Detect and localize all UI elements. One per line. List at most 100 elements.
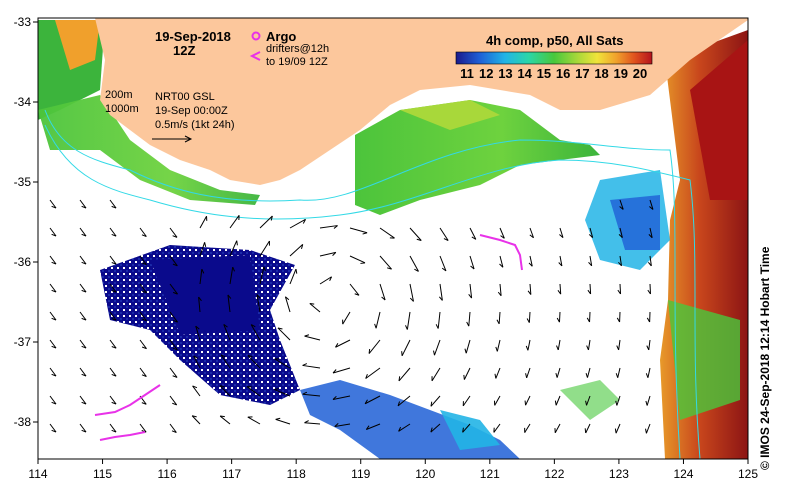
current-vector-head	[219, 385, 225, 388]
current-vector	[499, 255, 504, 268]
current-vector-head	[192, 385, 198, 389]
current-vector	[379, 227, 395, 239]
product-line3: 0.5m/s (1kt 24h)	[155, 119, 234, 131]
current-vector-head	[615, 373, 619, 378]
current-vector-head	[332, 395, 337, 400]
current-vector-head	[236, 240, 238, 246]
current-vector-head	[619, 206, 624, 210]
current-vector	[199, 269, 203, 285]
current-vector	[199, 242, 206, 257]
argo-label: Argo	[266, 29, 296, 44]
argo-marker-icon	[251, 31, 261, 41]
current-vector	[219, 385, 231, 397]
current-vector	[227, 294, 231, 313]
current-vector	[139, 311, 148, 322]
current-vector	[462, 423, 471, 433]
current-vector-head	[398, 376, 401, 382]
current-vector	[169, 311, 178, 323]
current-vector	[529, 255, 533, 267]
current-vector-head	[172, 235, 178, 238]
current-vector	[139, 423, 147, 433]
current-vector	[302, 364, 321, 369]
current-vector-head	[173, 319, 178, 323]
current-vector	[109, 227, 117, 237]
current-vector-head	[495, 346, 498, 352]
current-vector-head	[470, 265, 475, 270]
current-vector-head	[618, 261, 622, 267]
current-vector	[349, 227, 368, 234]
current-vector	[648, 339, 651, 350]
current-vector	[589, 255, 593, 266]
current-vector-head	[172, 375, 178, 378]
current-vector-head	[111, 401, 117, 405]
current-vector	[274, 388, 291, 397]
current-vector	[332, 367, 351, 374]
drifter-arrow-icon	[249, 51, 261, 61]
current-vector-head	[333, 225, 338, 229]
y-tick-label: -37	[14, 335, 32, 349]
colorbar-tick-label: 16	[556, 66, 570, 81]
x-tick-label: 123	[609, 467, 629, 481]
x-tick-label: 118	[287, 467, 306, 481]
current-vector	[645, 423, 651, 434]
current-vector	[439, 227, 449, 241]
current-vector	[430, 395, 441, 407]
current-vector-head	[430, 427, 433, 433]
current-vector-head	[81, 401, 87, 405]
current-vector	[619, 227, 623, 238]
current-vector	[365, 367, 381, 379]
current-vector	[49, 367, 57, 377]
current-vector	[496, 339, 501, 352]
current-vector	[79, 255, 87, 265]
current-vector-head	[250, 324, 256, 328]
current-vector-head	[526, 318, 530, 323]
current-vector-head	[111, 262, 117, 265]
colorbar-tick-label: 17	[575, 66, 589, 81]
current-vector-head	[51, 261, 57, 265]
current-vector-head	[585, 373, 588, 378]
current-vector	[401, 339, 411, 357]
current-vector	[406, 311, 411, 330]
current-vector	[556, 367, 561, 378]
colorbar-title: 4h comp, p50, All Sats	[486, 33, 624, 48]
current-vector	[379, 283, 386, 301]
current-vector-head	[232, 266, 235, 272]
current-vector-head	[364, 399, 368, 405]
current-vector	[465, 339, 471, 354]
current-vector	[49, 255, 57, 265]
current-vector-head	[172, 291, 178, 295]
x-tick-label: 124	[673, 467, 693, 481]
current-vector-head	[471, 236, 477, 240]
current-vector-head	[198, 296, 202, 302]
colorbar-tick-label: 15	[537, 66, 551, 81]
current-vector-head	[172, 402, 177, 406]
current-vector-head	[220, 354, 226, 358]
current-vector	[409, 255, 419, 272]
current-vector	[586, 367, 591, 378]
current-vector-head	[51, 233, 57, 237]
current-vector	[247, 416, 261, 425]
current-vector-head	[220, 415, 225, 418]
current-vector	[332, 395, 351, 401]
current-vector-head	[295, 268, 298, 274]
current-vector	[525, 395, 531, 406]
y-axis: -33 -34 -35 -36 -37 -38	[14, 15, 38, 429]
current-vector	[586, 395, 591, 406]
current-vector-head	[365, 425, 370, 430]
current-vector-head	[646, 345, 650, 351]
current-vector	[79, 367, 87, 377]
current-vector	[302, 393, 321, 397]
current-vector	[195, 325, 201, 341]
current-vector	[193, 355, 201, 369]
current-vector	[250, 324, 261, 341]
y-tick-label: -35	[14, 175, 32, 189]
current-vector	[199, 215, 207, 229]
current-vector	[468, 311, 471, 327]
current-vector	[79, 227, 87, 237]
current-vector	[349, 255, 366, 264]
current-vector	[469, 255, 475, 270]
current-vector-head	[588, 234, 594, 238]
current-vector	[277, 327, 291, 341]
current-vector	[617, 367, 621, 378]
current-vector-head	[381, 296, 386, 301]
